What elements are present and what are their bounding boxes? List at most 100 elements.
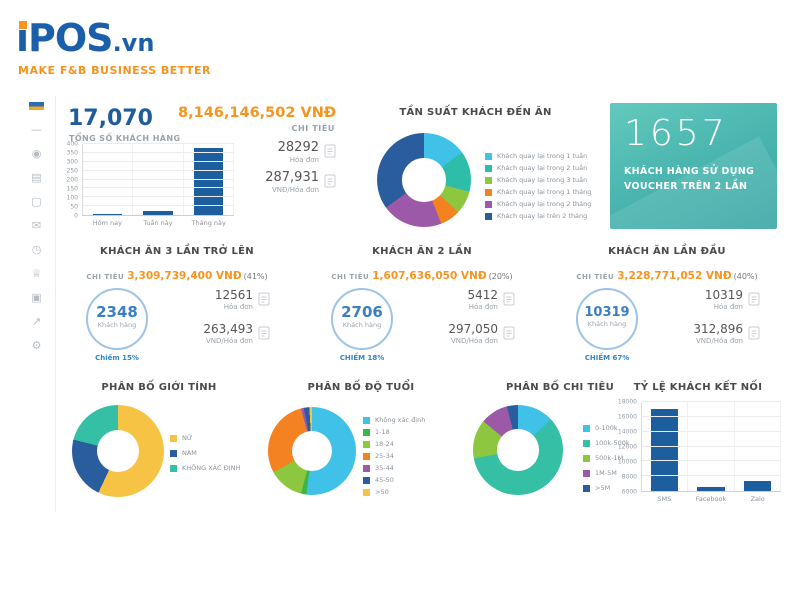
y-axis: 0 50 100 150 200 250 300 350 400 xyxy=(62,141,82,220)
x-axis: Hôm nay Tuần này Tháng này xyxy=(82,216,234,228)
invoice-icon xyxy=(258,291,270,310)
avg-spend-label: VND/Hóa đơn xyxy=(206,337,253,345)
legend-swatch xyxy=(363,440,370,448)
legend-label: >5M xyxy=(595,484,611,492)
segment-customers-circle: 2348 Khách hàng xyxy=(86,288,148,350)
segment-customers-circle: 2706 Khách hàng xyxy=(331,288,393,350)
gender-legend: NỮ NAM KHÔNG XÁC ĐỊNH xyxy=(170,434,240,479)
x-tick-label: Facebook xyxy=(695,495,727,503)
window-icon[interactable]: ▢ xyxy=(31,195,42,208)
legend-swatch xyxy=(485,176,492,184)
camera-icon[interactable]: ▣ xyxy=(31,291,42,304)
segment-share: CHIẾM 67% xyxy=(584,354,630,362)
legend-item: 100k-500k xyxy=(583,439,630,447)
y-tick-label: 0 xyxy=(74,212,78,220)
invoice-stat: 5412 Hóa đơn xyxy=(448,288,515,311)
legend-swatch xyxy=(485,152,492,160)
legend-label: 18-24 xyxy=(375,440,394,448)
invoice-icon xyxy=(748,291,760,310)
ipos-logo: iPOS .vn xyxy=(16,16,154,60)
trend-icon[interactable]: ↗ xyxy=(31,315,42,328)
invoice-label: Hóa đơn xyxy=(468,303,498,311)
users-icon[interactable]: ◉ xyxy=(31,147,42,160)
menu-icon[interactable]: — xyxy=(31,123,42,136)
segment-spend-value: 1,607,636,050 VNĐ xyxy=(372,270,487,282)
legend-swatch xyxy=(363,428,370,436)
segment-title: KHÁCH ĂN 2 LẦN xyxy=(372,246,472,257)
legend-label: 25-34 xyxy=(375,452,394,460)
settings-icon[interactable]: ⚙ xyxy=(31,339,42,352)
segment-title: KHÁCH ĂN 3 LẦN TRỞ LÊN xyxy=(100,246,254,257)
legend-item: KHÔNG XÁC ĐỊNH xyxy=(170,464,240,472)
message-icon[interactable]: ✉ xyxy=(31,219,42,232)
segment-customers-circle: 10319 Khách hàng xyxy=(576,288,638,350)
legend-label: >50 xyxy=(375,488,389,496)
segment-share: CHIẾM 18% xyxy=(339,354,385,362)
legend-label: Khách quay lại trong 2 tuần xyxy=(497,164,588,172)
x-tick-label: Tháng này xyxy=(191,219,226,227)
legend-swatch xyxy=(485,212,492,220)
legend-item: Không xác định xyxy=(363,416,425,424)
y-axis: 6000 8000 10000 12000 14000 16000 18000 xyxy=(615,398,641,496)
age-legend: Không xác định 1-18 18-24 25-34 35-44 45-50 >5… xyxy=(363,416,425,500)
legend-label: 35-44 xyxy=(375,464,394,472)
legend-label: 45-50 xyxy=(375,476,394,484)
y-tick-label: 14000 xyxy=(617,428,637,436)
y-tick-label: 18000 xyxy=(617,398,637,406)
y-tick-label: 50 xyxy=(70,203,78,211)
legend-label: NAM xyxy=(182,449,197,457)
legend-swatch xyxy=(363,452,370,460)
legend-label: Khách quay lại trên 2 tháng xyxy=(497,212,588,220)
avg-spend-stat: 287,931 VNĐ/Hóa đơn xyxy=(265,170,336,194)
segment-stats: 5412 Hóa đơn 297,050 VND/Hóa đơn xyxy=(448,288,515,356)
legend-label: 100k-500k xyxy=(595,439,630,447)
y-tick-label: 100 xyxy=(66,194,78,202)
clock-icon[interactable]: ◷ xyxy=(31,243,42,256)
avg-spend-value: 287,931 xyxy=(265,170,319,185)
crown-icon[interactable]: ♕ xyxy=(31,267,42,280)
segment-share: Chiếm 15% xyxy=(95,354,139,362)
segment-customers-value: 2706 xyxy=(341,303,383,321)
avg-spend-value: 312,896 xyxy=(693,322,743,336)
legend-swatch xyxy=(583,424,590,432)
legend-item: Khách quay lại trong 1 tuần xyxy=(485,152,591,160)
legend-swatch xyxy=(485,200,492,208)
legend-label: Khách quay lại trong 1 tuần xyxy=(497,152,588,160)
y-tick-label: 10000 xyxy=(617,458,637,466)
legend-swatch xyxy=(583,454,590,462)
legend-swatch xyxy=(363,488,370,496)
frequency-legend: Khách quay lại trong 1 tuần Khách quay lạ… xyxy=(485,152,591,224)
legend-item: Khách quay lại trong 2 tuần xyxy=(485,164,591,172)
legend-item: 500k-1M xyxy=(583,454,630,462)
bar-Hôm nay xyxy=(92,213,123,215)
segment-customers-label: Khách hàng xyxy=(97,321,137,329)
total-customers-value: 17,070 xyxy=(68,106,153,131)
total-spend-label: CHI TIÊU xyxy=(291,124,335,133)
legend-label: 1-18 xyxy=(375,428,390,436)
plot-area xyxy=(641,401,781,492)
legend-label: 500k-1M xyxy=(595,454,624,462)
invoice-stat: 10319 Hóa đơn xyxy=(693,288,760,311)
logo-dot xyxy=(19,21,27,29)
bar-Tuần này xyxy=(143,211,173,215)
legend-item: Khách quay lại trong 1 tháng xyxy=(485,188,591,196)
legend-swatch xyxy=(583,484,590,492)
chart-icon[interactable]: ▤ xyxy=(31,171,42,184)
legend-item: NỮ xyxy=(170,434,240,442)
segment-spend-percent: (41%) xyxy=(243,272,268,281)
legend-label: 1M-5M xyxy=(595,469,617,477)
segment-customers-label: Khách hàng xyxy=(342,321,382,329)
legend-item: 25-34 xyxy=(363,452,425,460)
age-panel: PHÂN BỐ ĐỘ TUỔI Không xác định 1-18 18-24 2… xyxy=(262,378,460,508)
logo-text: iPOS xyxy=(16,16,114,60)
segment-spend: CHI TIÊU 3,228,771,052 VNĐ (40%) xyxy=(548,264,786,283)
voucher-card: 1657 KHÁCH HÀNG SỬ DỤNG VOUCHER TRÊN 2 L… xyxy=(610,103,777,229)
invoice-icon xyxy=(748,325,760,344)
legend-label: 0-100k xyxy=(595,424,618,432)
legend-swatch xyxy=(363,464,370,472)
legend-swatch xyxy=(170,449,177,457)
y-tick-label: 6000 xyxy=(621,488,637,496)
avg-spend-label: VNĐ/Hóa đơn xyxy=(271,186,319,194)
invoice-label: Hóa đơn xyxy=(223,303,253,311)
x-axis: SMS Facebook Zalo xyxy=(641,492,781,504)
